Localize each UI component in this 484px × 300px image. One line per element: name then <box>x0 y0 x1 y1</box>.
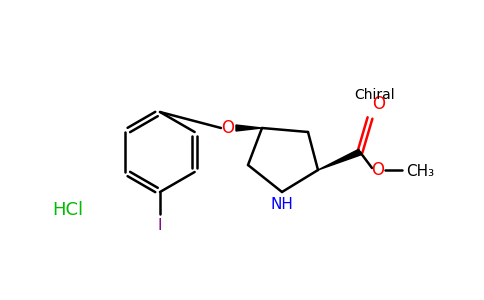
Text: Chiral: Chiral <box>355 88 395 102</box>
Polygon shape <box>318 149 361 170</box>
Text: NH: NH <box>271 197 293 212</box>
Text: O: O <box>372 161 384 179</box>
Text: I: I <box>158 218 162 233</box>
Text: O: O <box>372 95 385 113</box>
Text: HCl: HCl <box>52 201 84 219</box>
Polygon shape <box>236 125 262 131</box>
Text: CH₃: CH₃ <box>406 164 434 179</box>
Text: O: O <box>222 119 235 137</box>
